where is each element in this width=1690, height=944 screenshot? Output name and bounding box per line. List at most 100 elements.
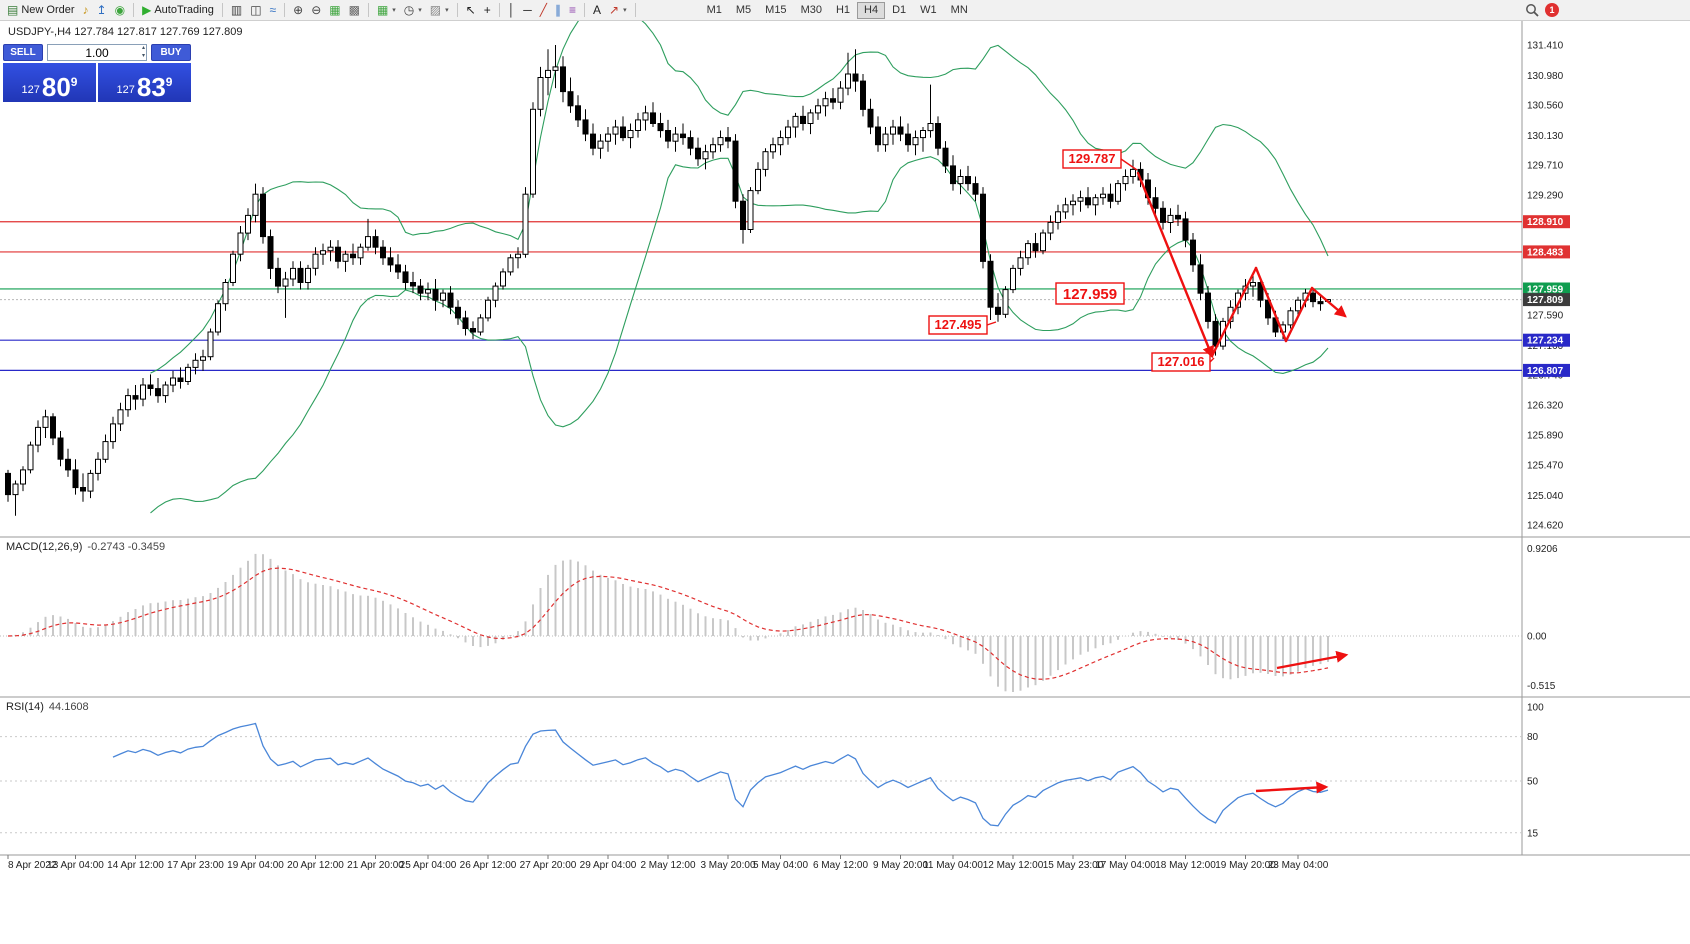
period-button[interactable]: ◷ ▾	[400, 1, 426, 19]
ask-prefix: 127	[116, 84, 135, 96]
fibonacci-button[interactable]: ≡	[565, 1, 580, 19]
toolbar-separator	[367, 3, 369, 17]
annotation-price-flag[interactable]	[1062, 149, 1122, 169]
ask-price[interactable]: 127 83 9	[98, 63, 191, 102]
caret-down-icon: ▾	[392, 7, 396, 14]
macd-signal-line	[7, 567, 1329, 680]
zoom-out-button[interactable]: ⊖	[307, 1, 325, 19]
trendline-button[interactable]: ╱	[536, 1, 551, 19]
svg-text:0.00: 0.00	[1527, 632, 1547, 643]
svg-text:19 Apr 04:00: 19 Apr 04:00	[227, 860, 284, 871]
new-chart-button[interactable]: ▦ ▾	[373, 1, 400, 19]
channel-button[interactable]: ∥	[551, 1, 565, 19]
line-chart-button[interactable]: ≈	[266, 1, 281, 19]
bollinger-lower-band	[150, 156, 1329, 514]
annotation-price-flag[interactable]	[1151, 352, 1211, 372]
crosshair-icon: +	[483, 3, 491, 17]
timeframe-h4-button[interactable]: H4	[857, 1, 886, 19]
community-button[interactable]: ◉	[111, 1, 129, 19]
svg-text:131.410: 131.410	[1527, 41, 1564, 52]
arrows-button[interactable]: ↗ ▾	[605, 1, 631, 19]
sound-button[interactable]: ♪	[79, 1, 93, 19]
svg-text:129.710: 129.710	[1527, 161, 1564, 172]
timeframe-d1-button[interactable]: D1	[885, 2, 913, 19]
annotation-price-flag[interactable]	[1055, 282, 1125, 305]
sell-button[interactable]: SELL	[3, 44, 43, 61]
bid-price[interactable]: 127 80 9	[3, 63, 96, 102]
trend-arrow-segment[interactable]	[1310, 286, 1347, 318]
bar-chart-icon: ▥	[230, 3, 243, 17]
spinner-up-icon[interactable]: ▴	[141, 45, 145, 51]
timeframe-m5-button[interactable]: M5	[729, 2, 758, 19]
svg-text:23 May 04:00: 23 May 04:00	[1268, 860, 1329, 871]
trend-arrow-segment[interactable]	[1284, 286, 1314, 343]
channel-icon: ∥	[554, 3, 561, 17]
chart-symbol-ohlc: USDJPY-,H4 127.784 127.817 127.769 127.8…	[8, 26, 243, 38]
svg-text:6 May 12:00: 6 May 12:00	[813, 860, 868, 871]
svg-text:128.483: 128.483	[1527, 247, 1564, 258]
svg-text:20 Apr 12:00: 20 Apr 12:00	[287, 860, 344, 871]
autotrading-button-label: AutoTrading	[154, 4, 214, 16]
crosshair-button[interactable]: +	[480, 1, 495, 19]
annotation-price-flag[interactable]	[928, 315, 988, 335]
macd-header: MACD(12,26,9) -0.2743 -0.3459	[6, 541, 165, 553]
candle-chart-button[interactable]: ◫	[246, 1, 265, 19]
arrows-icon: ↗	[609, 3, 620, 17]
timeframe-mn-button[interactable]: MN	[944, 2, 975, 19]
buy-button[interactable]: BUY	[151, 44, 191, 61]
cascade-windows-button[interactable]: ▩	[345, 1, 364, 19]
volume-spinner[interactable]: ▴ ▾	[142, 44, 145, 60]
macd-arrow[interactable]	[1276, 650, 1349, 670]
svg-text:125.040: 125.040	[1527, 491, 1564, 502]
trend-arrow-segment[interactable]	[1254, 266, 1288, 343]
timeframe-m1-button[interactable]: M1	[700, 2, 729, 19]
ask-big-digits: 83	[136, 72, 166, 102]
autotrading-button[interactable]: ▶ AutoTrading	[138, 1, 218, 19]
zoom-in-icon: ⊕	[293, 3, 304, 17]
timeframe-group: M1 M5 M15 M30 H1 H4 D1 W1 MN	[700, 1, 975, 19]
cursor-button[interactable]: ↖	[462, 1, 480, 19]
svg-text:124.620: 124.620	[1527, 521, 1564, 532]
new-order-icon: ▤	[7, 3, 19, 17]
new-order-button[interactable]: ▤ New Order	[3, 1, 79, 19]
spinner-down-icon[interactable]: ▾	[141, 53, 145, 59]
svg-text:26 Apr 12:00: 26 Apr 12:00	[460, 860, 517, 871]
svg-text:17 Apr 23:00: 17 Apr 23:00	[167, 860, 224, 871]
text-button[interactable]: A	[589, 1, 605, 19]
bar-chart-button[interactable]: ▥	[227, 1, 246, 19]
caret-down-icon: ▾	[418, 7, 422, 14]
svg-text:130.130: 130.130	[1527, 131, 1564, 142]
vertical-line-button[interactable]: │	[504, 1, 520, 19]
trade-prices-row: 127 80 9 127 83 9	[3, 63, 191, 102]
toolbar-separator	[133, 3, 135, 17]
timeframe-m30-button[interactable]: M30	[794, 2, 829, 19]
rsi-arrow[interactable]	[1255, 781, 1329, 794]
template-button[interactable]: ▨ ▾	[426, 1, 453, 19]
timeframe-w1-button[interactable]: W1	[913, 2, 944, 19]
tile-windows-button[interactable]: ▦	[325, 1, 344, 19]
notification-badge[interactable]: 1	[1545, 3, 1559, 17]
rsi-axis: 100 80 50 15	[1527, 703, 1544, 840]
trend-arrow-segment[interactable]	[1210, 266, 1258, 358]
horizontal-line-button[interactable]: ─	[519, 1, 536, 19]
horizontal-line-icon: ─	[523, 3, 532, 17]
svg-text:8 Apr 2022: 8 Apr 2022	[8, 860, 57, 871]
toolbar-separator	[456, 3, 458, 17]
svg-text:129.290: 129.290	[1527, 190, 1564, 201]
zoom-in-button[interactable]: ⊕	[289, 1, 307, 19]
rsi-label: RSI(14)	[6, 701, 44, 713]
svg-text:80: 80	[1527, 732, 1539, 743]
vertical-line-icon: │	[507, 3, 516, 17]
trend-arrow-segment[interactable]	[1136, 171, 1214, 359]
svg-text:130.980: 130.980	[1527, 71, 1564, 82]
search-icon[interactable]	[1525, 3, 1539, 17]
svg-text:15 May 23:00: 15 May 23:00	[1043, 860, 1104, 871]
timeframe-m15-button[interactable]: M15	[758, 2, 793, 19]
svg-text:29 Apr 04:00: 29 Apr 04:00	[580, 860, 637, 871]
volume-input[interactable]: 1.00 ▴ ▾	[47, 44, 147, 61]
timeframe-h1-button[interactable]: H1	[829, 2, 857, 19]
line-chart-icon: ≈	[269, 3, 277, 17]
publish-button[interactable]: ↥	[93, 1, 111, 19]
